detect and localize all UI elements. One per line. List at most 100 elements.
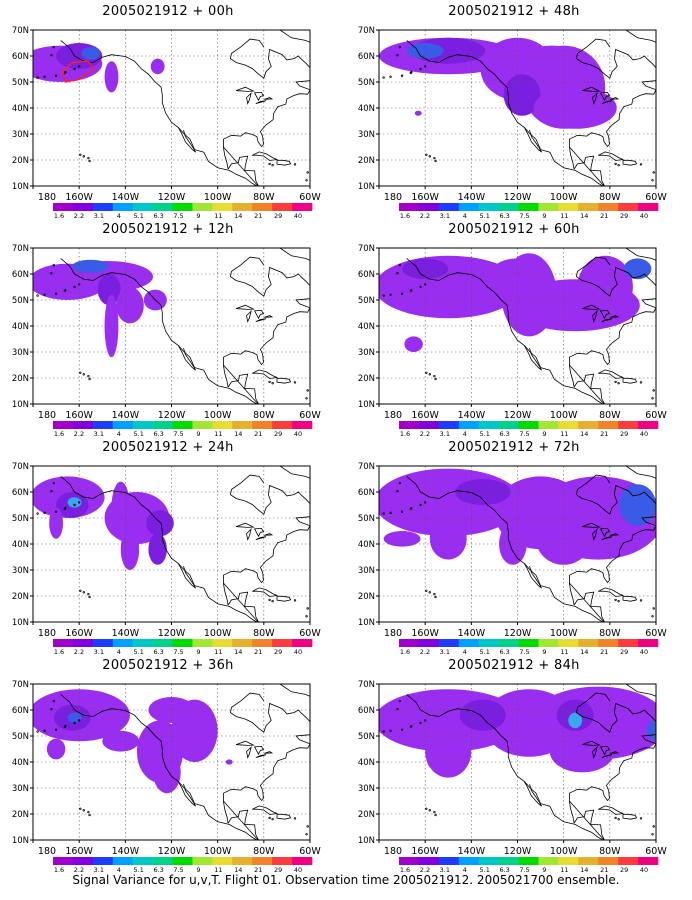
signal-variance-field [379, 37, 617, 129]
colorbar-swatch [558, 421, 579, 429]
colorbar-label: 1.6 [54, 648, 64, 656]
coastline [36, 30, 310, 186]
latitude-tick-label: 40N [12, 104, 29, 114]
colorbar-label: 40 [294, 866, 302, 874]
panel-title: 2005021912 + 36h [102, 658, 234, 673]
colorbar-swatch [192, 857, 213, 865]
longitude-tick-label: 120W [504, 192, 532, 203]
colorbar-label: 1.6 [400, 866, 410, 874]
colorbar-label: 21 [600, 212, 608, 220]
colorbar-label: 2.2 [74, 212, 84, 220]
colorbar-swatch [558, 857, 579, 865]
longitude-tick-label: 160W [411, 410, 439, 421]
latitude-tick-label: 70N [12, 244, 29, 254]
latitude-tick-label: 70N [12, 680, 29, 690]
longitude-tick-label: 120W [504, 410, 532, 421]
longitude-tick-label: 80W [253, 410, 275, 421]
colorbar-label: 11 [214, 430, 222, 438]
colorbar-swatch [152, 203, 173, 211]
variance-contour [49, 507, 64, 539]
colorbar-swatch [618, 203, 639, 211]
signal-variance-field [33, 43, 165, 93]
figure-caption: Signal Variance for u,v,T. Flight 01. Ob… [72, 873, 620, 887]
longitude-tick-label: 160W [411, 192, 439, 203]
colorbar-swatch [152, 421, 173, 429]
colorbar-swatch [618, 857, 639, 865]
colorbar-label: 1.6 [400, 212, 410, 220]
colorbar-swatch [72, 421, 94, 429]
colorbar-label: 1.6 [54, 430, 64, 438]
colorbar-swatch [192, 421, 213, 429]
colorbar-label: 7.5 [519, 430, 529, 438]
colorbar-label: 11 [560, 866, 568, 874]
latitude-tick-label: 40N [12, 758, 29, 768]
colorbar-swatch [598, 421, 619, 429]
longitude-tick-label: 100W [550, 410, 578, 421]
colorbar-label: 3.1 [440, 648, 450, 656]
colorbar-swatch [498, 857, 519, 865]
signal-variance-field [33, 476, 174, 570]
colorbar-swatch [92, 203, 114, 211]
longitude-tick-label: 160W [411, 846, 439, 857]
variance-contour [425, 725, 472, 778]
colorbar: 1.6 2.2 3.1 4 5.1 6.3 7.5 9 11 14 21 29 40 [399, 639, 659, 656]
latitude-tick-label: 50N [12, 514, 29, 524]
colorbar-label: 21 [600, 430, 608, 438]
variance-contour [97, 274, 121, 306]
colorbar: 1.6 2.2 3.1 4 5.1 6.3 7.5 9 11 14 21 29 40 [53, 639, 313, 656]
colorbar-label: 29 [620, 866, 628, 874]
colorbar-label: 7.5 [173, 866, 183, 874]
colorbar-swatch [212, 639, 233, 647]
colorbar-label: 5.1 [480, 430, 490, 438]
colorbar-swatch [458, 421, 479, 429]
colorbar-swatch [252, 639, 273, 647]
colorbar-label: 2.2 [74, 648, 84, 656]
longitude-tick-label: 80W [599, 628, 621, 639]
longitude-tick-label: 120W [158, 628, 186, 639]
colorbar-swatch [72, 857, 94, 865]
latitude-tick-label: 20N [358, 810, 375, 820]
signal-variance-field [379, 686, 656, 778]
latitude-tick-label: 30N [12, 348, 29, 358]
longitude-tick-label: 120W [158, 846, 186, 857]
map-plot: 70N 60N 50N 40N 30N 20N 10N 180 160W 140W 120W 100W… [358, 462, 668, 656]
colorbar-label: 4 [463, 430, 467, 438]
colorbar-swatch [638, 421, 659, 429]
variance-contour [427, 754, 446, 770]
colorbar-label: 14 [580, 866, 588, 874]
longitude-tick-label: 140W [112, 628, 140, 639]
longitude-tick-label: 180 [384, 410, 402, 421]
colorbar-label: 40 [294, 212, 302, 220]
colorbar: 1.6 2.2 3.1 4 5.1 6.3 7.5 9 11 14 21 29 40 [399, 203, 659, 220]
map-panel: 2005021912 + 84h 70N 60N 50N 40N 30N 20N 10N 180… [346, 654, 682, 876]
longitude-tick-label: 60W [645, 410, 667, 421]
colorbar-swatch [558, 639, 579, 647]
latitude-tick-label: 10N [12, 836, 29, 846]
latitude-tick-label: 60N [358, 270, 375, 280]
colorbar-swatch [232, 203, 253, 211]
colorbar-label: 21 [254, 866, 262, 874]
colorbar-swatch [292, 857, 313, 865]
colorbar-label: 9 [196, 212, 200, 220]
latitude-tick-label: 70N [358, 680, 375, 690]
colorbar-swatch [418, 639, 440, 647]
map-plot: 70N 60N 50N 40N 30N 20N 10N 180 160W 140W 120W 100W… [358, 680, 668, 874]
colorbar-label: 5.1 [134, 430, 144, 438]
colorbar-swatch [399, 639, 420, 647]
colorbar-label: 3.1 [94, 430, 104, 438]
colorbar-label: 14 [234, 212, 242, 220]
colorbar-swatch [418, 421, 440, 429]
panel-title: 2005021912 + 12h [102, 222, 234, 237]
colorbar-label: 40 [640, 430, 648, 438]
latitude-tick-label: 70N [12, 26, 29, 36]
latitude-tick-label: 40N [12, 540, 29, 550]
longitude-tick-label: 180 [38, 410, 56, 421]
colorbar-label: 40 [640, 866, 648, 874]
signal-variance-field [33, 689, 233, 794]
longitude-tick-label: 180 [384, 628, 402, 639]
colorbar-swatch [578, 421, 599, 429]
colorbar-label: 29 [274, 430, 282, 438]
variance-contour [429, 518, 467, 560]
colorbar-label: 1.6 [54, 866, 64, 874]
longitude-tick-label: 120W [504, 628, 532, 639]
